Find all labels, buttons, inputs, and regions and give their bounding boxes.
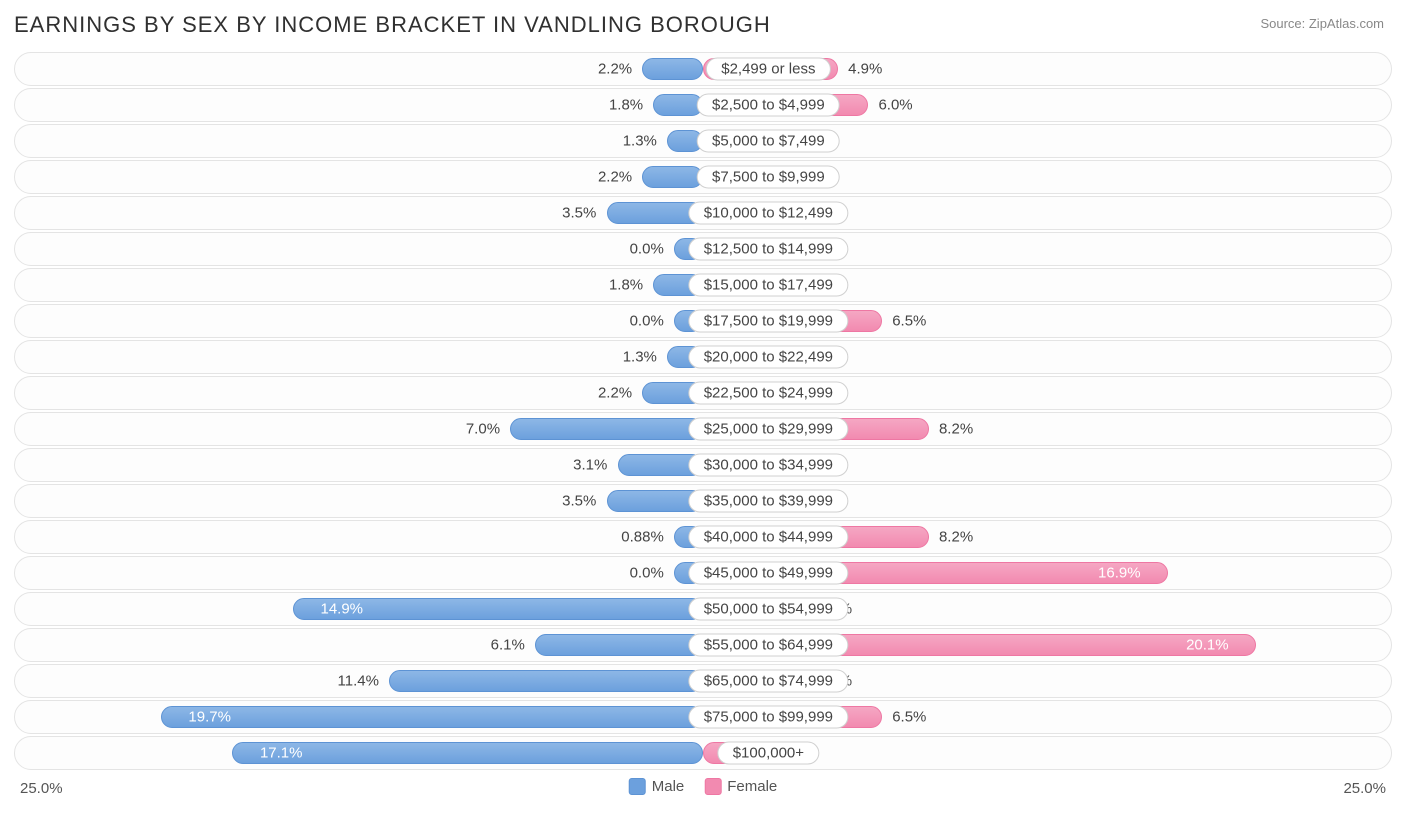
- female-value-label: 16.9%: [1098, 565, 1141, 582]
- category-label: $22,500 to $24,999: [689, 382, 848, 405]
- legend: Male Female: [629, 778, 778, 795]
- chart-row: 3.1%1.6%$30,000 to $34,999: [14, 448, 1392, 482]
- chart-row: 1.3%2.2%$20,000 to $22,499: [14, 340, 1392, 374]
- legend-female-label: Female: [727, 778, 777, 795]
- chart-row: 3.5%0.54%$35,000 to $39,999: [14, 484, 1392, 518]
- chart-title: EARNINGS BY SEX BY INCOME BRACKET IN VAN…: [14, 12, 1392, 38]
- category-label: $40,000 to $44,999: [689, 526, 848, 549]
- male-bar: [535, 634, 703, 656]
- chart-row: 0.0% 16.9% $45,000 to $49,999: [14, 556, 1392, 590]
- male-value-label: 3.1%: [573, 457, 607, 474]
- male-value-label: 14.9%: [320, 601, 363, 618]
- male-bar: [232, 742, 703, 764]
- legend-male: Male: [629, 778, 685, 795]
- male-value-label: 6.1%: [491, 637, 525, 654]
- chart-row: 7.0% 8.2% $25,000 to $29,999: [14, 412, 1392, 446]
- male-value-label: 0.0%: [630, 313, 664, 330]
- source-attribution: Source: ZipAtlas.com: [1260, 16, 1384, 31]
- female-value-label: 8.2%: [939, 421, 973, 438]
- chart-row: 1.3%1.1%$5,000 to $7,499: [14, 124, 1392, 158]
- category-label: $2,499 or less: [706, 58, 830, 81]
- category-label: $15,000 to $17,499: [689, 274, 848, 297]
- category-label: $10,000 to $12,499: [689, 202, 848, 225]
- male-value-label: 1.3%: [623, 133, 657, 150]
- male-value-label: 0.0%: [630, 565, 664, 582]
- male-value-label: 0.0%: [630, 241, 664, 258]
- female-value-label: 8.2%: [939, 529, 973, 546]
- category-label: $17,500 to $19,999: [689, 310, 848, 333]
- category-label: $12,500 to $14,999: [689, 238, 848, 261]
- legend-female: Female: [704, 778, 777, 795]
- chart-row: 14.9%3.8%$50,000 to $54,999: [14, 592, 1392, 626]
- male-value-label: 2.2%: [598, 169, 632, 186]
- chart-row: 1.8% 6.0% $2,500 to $4,999: [14, 88, 1392, 122]
- female-value-label: 6.5%: [892, 709, 926, 726]
- chart-row: 2.2%1.6%$22,500 to $24,999: [14, 376, 1392, 410]
- category-label: $55,000 to $64,999: [689, 634, 848, 657]
- diverging-bar-chart: 2.2% 4.9% $2,499 or less 1.8% 6.0% $2,500 to …: [14, 52, 1392, 770]
- male-bar: [642, 166, 703, 188]
- chart-row: 2.2% 4.9% $2,499 or less: [14, 52, 1392, 86]
- chart-footer: 25.0% Male Female 25.0%: [14, 776, 1392, 806]
- chart-row: 0.0% 6.5% $17,500 to $19,999: [14, 304, 1392, 338]
- male-bar: [642, 58, 703, 80]
- axis-max-left: 25.0%: [20, 780, 63, 797]
- chart-row: 19.7% 6.5% $75,000 to $99,999: [14, 700, 1392, 734]
- male-value-label: 19.7%: [188, 709, 231, 726]
- male-value-label: 7.0%: [466, 421, 500, 438]
- female-value-label: 6.5%: [892, 313, 926, 330]
- category-label: $30,000 to $34,999: [689, 454, 848, 477]
- female-swatch-icon: [704, 778, 721, 795]
- category-label: $65,000 to $74,999: [689, 670, 848, 693]
- female-value-label: 4.9%: [848, 61, 882, 78]
- male-value-label: 1.3%: [623, 349, 657, 366]
- male-bar: [161, 706, 703, 728]
- male-value-label: 3.5%: [562, 205, 596, 222]
- female-value-label: 6.0%: [878, 97, 912, 114]
- male-value-label: 2.2%: [598, 385, 632, 402]
- category-label: $2,500 to $4,999: [697, 94, 840, 117]
- category-label: $75,000 to $99,999: [689, 706, 848, 729]
- male-bar: [389, 670, 703, 692]
- chart-row: 6.1% 20.1% $55,000 to $64,999: [14, 628, 1392, 662]
- male-bar: [510, 418, 703, 440]
- axis-max-right: 25.0%: [1343, 780, 1386, 797]
- category-label: $7,500 to $9,999: [697, 166, 840, 189]
- category-label: $5,000 to $7,499: [697, 130, 840, 153]
- male-value-label: 1.8%: [609, 97, 643, 114]
- chart-row: 1.8%0.0%$15,000 to $17,499: [14, 268, 1392, 302]
- chart-row: 17.1%1.6%$100,000+: [14, 736, 1392, 770]
- category-label: $20,000 to $22,499: [689, 346, 848, 369]
- category-label: $35,000 to $39,999: [689, 490, 848, 513]
- category-label: $50,000 to $54,999: [689, 598, 848, 621]
- chart-row: 11.4%3.8%$65,000 to $74,999: [14, 664, 1392, 698]
- legend-male-label: Male: [652, 778, 685, 795]
- chart-row: 3.5%2.7%$10,000 to $12,499: [14, 196, 1392, 230]
- male-value-label: 3.5%: [562, 493, 596, 510]
- male-bar: [653, 94, 703, 116]
- chart-row: 0.88% 8.2% $40,000 to $44,999: [14, 520, 1392, 554]
- male-value-label: 11.4%: [338, 673, 379, 690]
- male-value-label: 2.2%: [598, 61, 632, 78]
- chart-row: 2.2%3.3%$7,500 to $9,999: [14, 160, 1392, 194]
- female-value-label: 20.1%: [1186, 637, 1229, 654]
- male-value-label: 1.8%: [609, 277, 643, 294]
- category-label: $100,000+: [718, 742, 819, 765]
- chart-row: 0.0%0.54%$12,500 to $14,999: [14, 232, 1392, 266]
- category-label: $45,000 to $49,999: [689, 562, 848, 585]
- male-value-label: 0.88%: [621, 529, 664, 546]
- male-swatch-icon: [629, 778, 646, 795]
- category-label: $25,000 to $29,999: [689, 418, 848, 441]
- male-value-label: 17.1%: [260, 745, 303, 762]
